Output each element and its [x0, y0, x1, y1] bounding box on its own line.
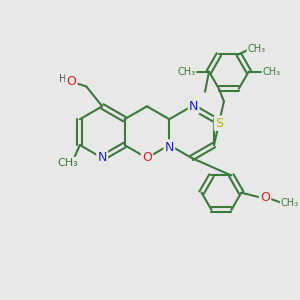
Text: N: N [165, 140, 174, 154]
Text: N: N [189, 100, 198, 113]
Text: O: O [67, 75, 76, 88]
Text: H: H [59, 74, 66, 83]
Text: CH₃: CH₃ [262, 67, 280, 76]
Text: CH₃: CH₃ [177, 67, 195, 76]
Text: CH₃: CH₃ [248, 44, 266, 54]
Text: S: S [215, 117, 223, 130]
Text: N: N [98, 152, 107, 164]
Text: CH₃: CH₃ [281, 198, 299, 208]
Text: O: O [260, 191, 270, 204]
Text: CH₃: CH₃ [58, 158, 78, 168]
Text: O: O [142, 152, 152, 164]
